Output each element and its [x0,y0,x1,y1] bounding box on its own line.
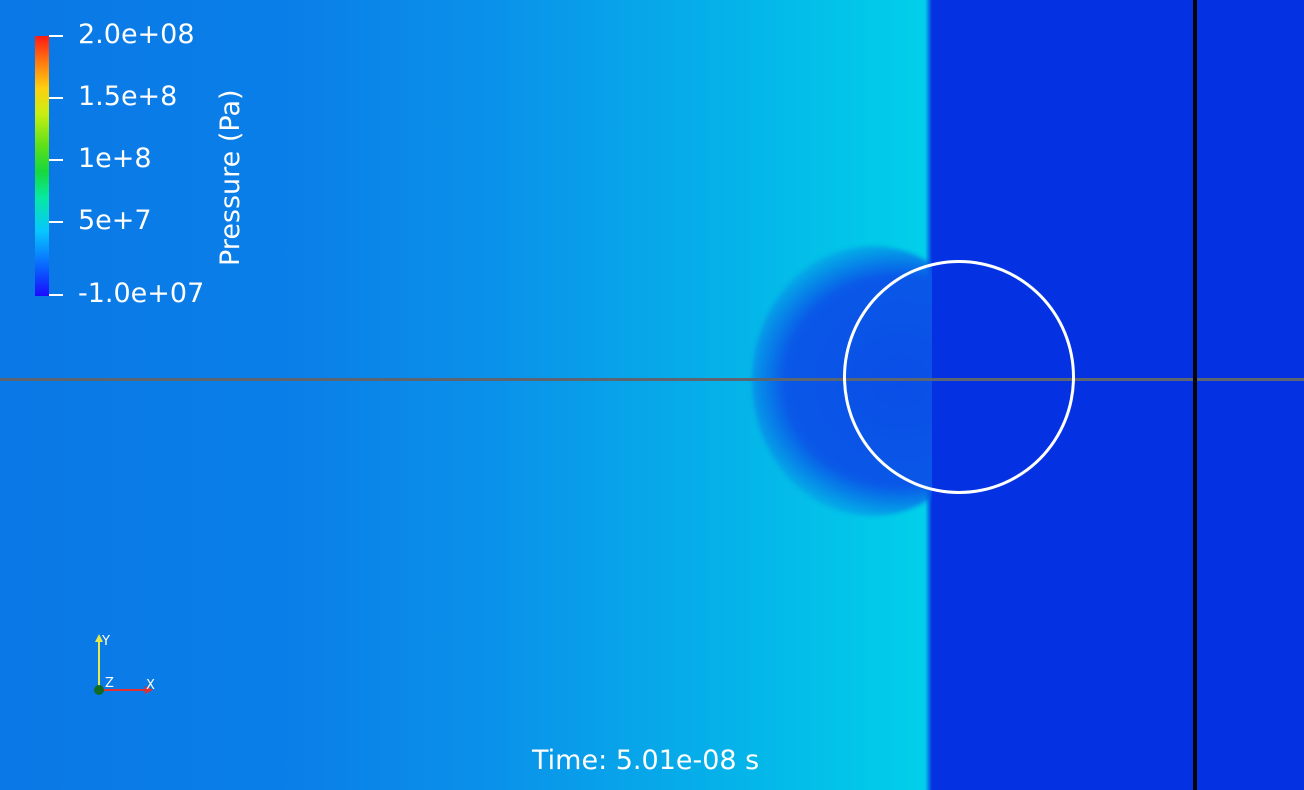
colorbar-tick-label: 1.5e+8 [78,81,178,112]
x-axis-label: X [146,678,155,693]
colorbar-tick-label: -1.0e+07 [78,278,205,309]
colorbar-tick-label: 1e+8 [78,143,152,174]
z-axis-label: Z [105,676,114,691]
y-axis-label: Y [102,634,110,649]
colorbar-tick-label: 5e+7 [78,205,152,236]
colorbar-tick-label: 2.0e+08 [78,19,195,50]
colorbar-title: Pressure (Pa) [215,89,246,266]
colorbar-tick [49,159,63,161]
colorbar-tick [49,294,63,296]
colorbar-tick [49,97,63,99]
centerline [0,378,1304,381]
colorbar-gradient [35,36,49,296]
wall-line [1193,0,1197,790]
x-arrowhead-icon [145,686,153,694]
z-axis-dot-icon [94,685,104,695]
bubble-outline [843,260,1075,494]
colorbar-tick [49,35,63,37]
x-axis-arrow [99,689,147,691]
colorbar-tick [49,221,63,223]
orientation-axes[interactable]: Y Z X [90,630,170,700]
time-annotation: Time: 5.01e-08 s [532,745,760,776]
y-arrowhead-icon [95,634,103,642]
y-axis-arrow [98,640,100,690]
